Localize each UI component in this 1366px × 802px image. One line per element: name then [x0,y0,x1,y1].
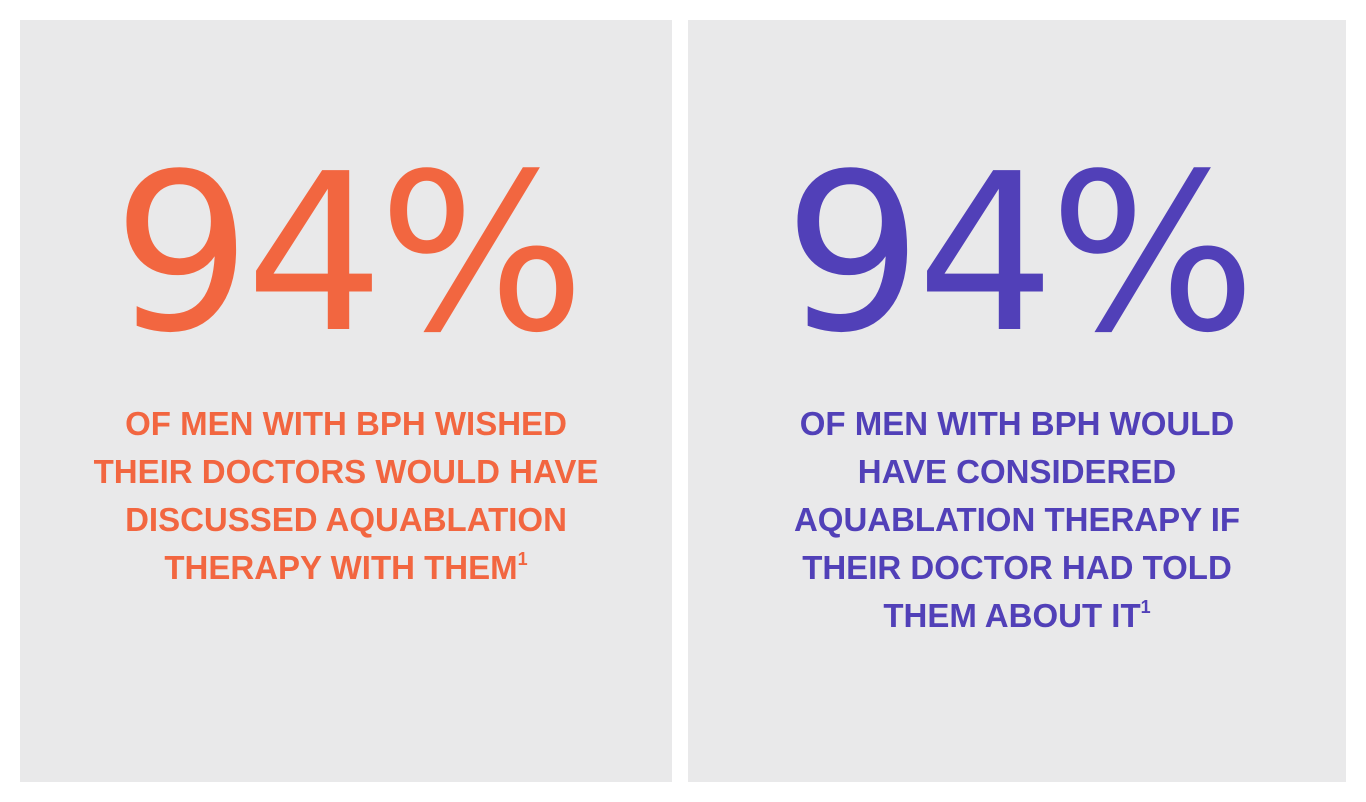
stat-description: OF MEN WITH BPH WOULD HAVE CONSIDERED AQ… [688,400,1346,640]
stat-percentage: 94% [112,128,586,381]
description-line-last: THEM ABOUT IT1 [688,592,1346,640]
description-line: THEIR DOCTOR HAD TOLD [802,549,1232,586]
description-text: THEM ABOUT IT [883,597,1141,634]
description-line: OF MEN WITH BPH WOULD [799,405,1235,442]
description-line: OF MEN WITH BPH WISHED [125,405,567,442]
description-line-last: THERAPY WITH THEM1 [20,544,672,592]
description-line: HAVE CONSIDERED [857,453,1177,490]
footnote-marker: 1 [517,549,528,569]
description-line: THEIR DOCTORS WOULD HAVE [93,453,599,490]
description-line: AQUABLATION THERAPY IF [793,501,1241,538]
footnote-marker: 1 [1140,597,1151,617]
stat-description: OF MEN WITH BPH WISHED THEIR DOCTORS WOU… [20,400,672,592]
stat-card-left: 94% OF MEN WITH BPH WISHED THEIR DOCTORS… [20,20,672,782]
stat-card-right: 94% OF MEN WITH BPH WOULD HAVE CONSIDERE… [688,20,1346,782]
stat-percentage: 94% [783,128,1257,381]
description-text: THERAPY WITH THEM [164,549,518,586]
description-line: DISCUSSED AQUABLATION [125,501,567,538]
